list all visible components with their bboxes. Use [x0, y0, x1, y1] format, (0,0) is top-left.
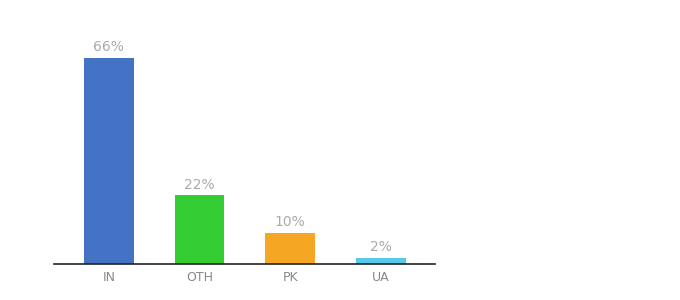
Text: 2%: 2%	[370, 240, 392, 254]
Text: 10%: 10%	[275, 215, 305, 229]
Bar	[84, 58, 134, 264]
Bar	[265, 233, 315, 264]
Bar	[356, 258, 406, 264]
Bar	[175, 195, 224, 264]
Text: 22%: 22%	[184, 178, 215, 192]
Text: 66%: 66%	[93, 40, 124, 54]
